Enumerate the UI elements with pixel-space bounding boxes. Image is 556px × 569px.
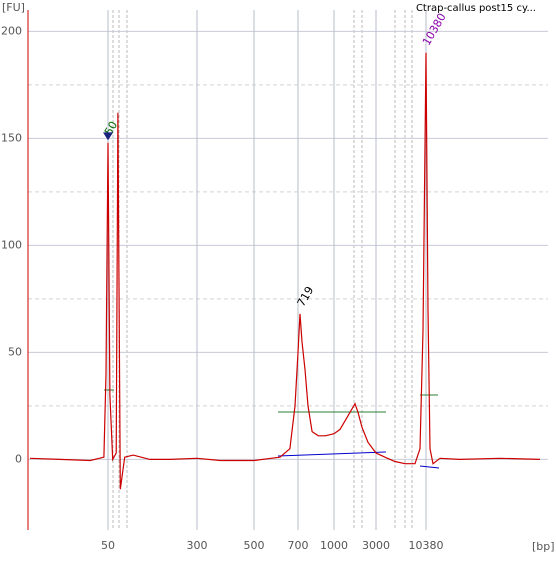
x-tick-label: 300 <box>187 539 208 552</box>
chart-title: Ctrap-callus post15 cy... <box>416 3 536 14</box>
y-tick-label: 100 <box>1 238 22 251</box>
y-tick-label: 150 <box>1 131 22 144</box>
line <box>29 52 541 490</box>
peak-marker <box>103 132 113 141</box>
baseline <box>419 465 440 469</box>
y-axis-label: [FU] <box>2 1 25 14</box>
baseline <box>277 451 387 457</box>
x-tick-label: 700 <box>288 539 309 552</box>
x-axis-label: [bp] <box>532 540 555 553</box>
y-tick-label: 200 <box>1 24 22 37</box>
x-tick-label: 3000 <box>362 539 390 552</box>
x-tick-label: 10380 <box>409 539 444 552</box>
x-tick-label: 1000 <box>320 539 348 552</box>
x-tick-label: 500 <box>244 539 265 552</box>
y-tick-label: 50 <box>8 345 22 358</box>
grid <box>28 10 548 530</box>
y-tick-label: 0 <box>15 452 22 465</box>
x-tick-label: 50 <box>101 539 115 552</box>
